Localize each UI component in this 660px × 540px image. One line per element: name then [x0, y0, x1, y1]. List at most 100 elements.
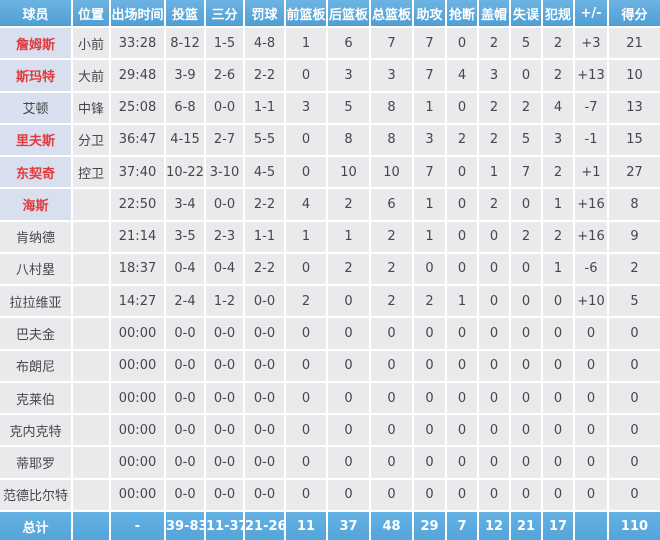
- stat-fouls: 0: [541, 413, 575, 448]
- stat-defensive-rebounds: 2: [326, 187, 371, 222]
- stat-offensive-rebounds: 0: [284, 477, 328, 513]
- stat-points: 21: [607, 25, 660, 61]
- header-row: 球员 位置 出场时间 投篮 三分 罚球 前篮板 后篮板 总篮板 助攻 抢断 盖帽 失误 犯规 +/- 得分: [0, 0, 660, 28]
- stat-field-goals: 3-4: [164, 187, 206, 222]
- stat-assists: 1: [412, 187, 447, 222]
- player-name: 布朗尼: [0, 348, 73, 383]
- stat-three-pointers: 0-0: [204, 187, 245, 222]
- stat-fouls: 1: [541, 251, 575, 287]
- stat-offensive-rebounds: 4: [284, 187, 328, 222]
- stat-points: 0: [607, 380, 660, 416]
- stat-points: 10: [607, 58, 660, 93]
- stat-three-pointers: 2-6: [204, 58, 245, 93]
- col-header-steals: 抢断: [445, 0, 479, 28]
- stat-blocks: 0: [477, 284, 511, 319]
- stat-assists: 3: [412, 122, 447, 158]
- player-position: [71, 187, 111, 222]
- player-name: 海斯: [0, 187, 73, 222]
- player-name: 斯玛特: [0, 58, 73, 93]
- player-row: 斯玛特 大前 29:48 3-9 2-6 2-2 0 3 3 7 4 3 0 2 +13 10: [0, 58, 660, 93]
- col-header-defensive-rebounds: 后篮板: [326, 0, 371, 28]
- stat-assists: 0: [412, 477, 447, 513]
- stat-points: 5: [607, 284, 660, 319]
- player-position: 中锋: [71, 90, 111, 125]
- col-header-total-rebounds: 总篮板: [369, 0, 414, 28]
- stat-steals: 0: [445, 413, 479, 448]
- player-position: [71, 219, 111, 254]
- player-row: 詹姆斯 小前 33:28 8-12 1-5 4-8 1 6 7 7 0 2 5 2 +3 21: [0, 25, 660, 61]
- stat-minutes: 36:47: [109, 122, 166, 158]
- stat-total-rebounds: 10: [369, 155, 414, 190]
- stat-field-goals: 0-0: [164, 316, 206, 351]
- total-field-goals: 39-83: [164, 510, 206, 540]
- stat-blocks: 1: [477, 155, 511, 190]
- stat-free-throws: 2-2: [243, 187, 286, 222]
- table-body: 詹姆斯 小前 33:28 8-12 1-5 4-8 1 6 7 7 0 2 5 2 +3 21 斯玛特 大前 29:…: [0, 25, 660, 513]
- stat-steals: 0: [445, 25, 479, 61]
- stat-plus-minus: 0: [573, 348, 609, 383]
- stat-blocks: 0: [477, 219, 511, 254]
- stat-three-pointers: 2-3: [204, 219, 245, 254]
- stat-blocks: 0: [477, 445, 511, 480]
- total-turnovers: 21: [509, 510, 543, 540]
- col-header-minutes: 出场时间: [109, 0, 166, 28]
- stat-points: 0: [607, 316, 660, 351]
- player-position: 大前: [71, 58, 111, 93]
- player-row: 蒂耶罗 00:00 0-0 0-0 0-0 0 0 0 0 0 0 0 0 0 0: [0, 445, 660, 480]
- stat-defensive-rebounds: 3: [326, 58, 371, 93]
- stat-total-rebounds: 0: [369, 316, 414, 351]
- player-position: [71, 380, 111, 416]
- stat-total-rebounds: 6: [369, 187, 414, 222]
- player-position: [71, 316, 111, 351]
- total-three-pointers: 11-37: [204, 510, 245, 540]
- stat-points: 0: [607, 348, 660, 383]
- stat-three-pointers: 3-10: [204, 155, 245, 190]
- stat-free-throws: 4-5: [243, 155, 286, 190]
- stat-steals: 1: [445, 284, 479, 319]
- stat-three-pointers: 0-0: [204, 477, 245, 513]
- stat-turnovers: 0: [509, 477, 543, 513]
- stat-minutes: 00:00: [109, 413, 166, 448]
- stat-steals: 0: [445, 445, 479, 480]
- stat-minutes: 21:14: [109, 219, 166, 254]
- col-header-field-goals: 投篮: [164, 0, 206, 28]
- stat-minutes: 33:28: [109, 25, 166, 61]
- col-header-free-throws: 罚球: [243, 0, 286, 28]
- stat-fouls: 3: [541, 122, 575, 158]
- stat-total-rebounds: 8: [369, 90, 414, 125]
- stat-free-throws: 0-0: [243, 348, 286, 383]
- col-header-three-pointers: 三分: [204, 0, 245, 28]
- col-header-assists: 助攻: [412, 0, 447, 28]
- stat-points: 0: [607, 413, 660, 448]
- stat-defensive-rebounds: 0: [326, 284, 371, 319]
- stat-free-throws: 0-0: [243, 445, 286, 480]
- stat-fouls: 2: [541, 219, 575, 254]
- stat-turnovers: 0: [509, 58, 543, 93]
- stat-defensive-rebounds: 0: [326, 348, 371, 383]
- stat-minutes: 00:00: [109, 316, 166, 351]
- stat-turnovers: 0: [509, 284, 543, 319]
- stat-free-throws: 0-0: [243, 380, 286, 416]
- stat-assists: 0: [412, 348, 447, 383]
- player-name: 八村塁: [0, 251, 73, 287]
- stat-plus-minus: -6: [573, 251, 609, 287]
- stat-total-rebounds: 0: [369, 380, 414, 416]
- stat-minutes: 00:00: [109, 348, 166, 383]
- stat-points: 15: [607, 122, 660, 158]
- stat-turnovers: 0: [509, 445, 543, 480]
- stat-three-pointers: 0-0: [204, 380, 245, 416]
- stat-blocks: 0: [477, 316, 511, 351]
- stat-blocks: 0: [477, 251, 511, 287]
- stat-offensive-rebounds: 0: [284, 445, 328, 480]
- player-name: 克莱伯: [0, 380, 73, 416]
- total-minutes: -: [109, 510, 166, 540]
- stat-assists: 7: [412, 25, 447, 61]
- stat-offensive-rebounds: 0: [284, 58, 328, 93]
- stat-fouls: 0: [541, 316, 575, 351]
- player-position: [71, 477, 111, 513]
- stat-minutes: 14:27: [109, 284, 166, 319]
- stat-total-rebounds: 0: [369, 477, 414, 513]
- stat-free-throws: 1-1: [243, 90, 286, 125]
